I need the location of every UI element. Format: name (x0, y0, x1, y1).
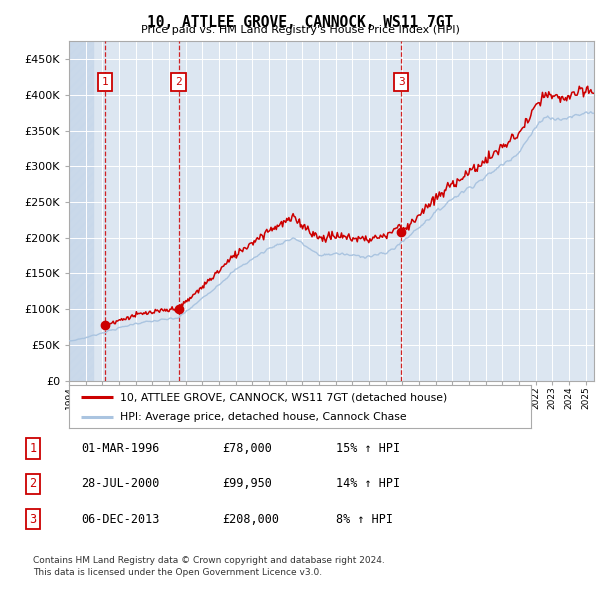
Text: 10, ATTLEE GROVE, CANNOCK, WS11 7GT (detached house): 10, ATTLEE GROVE, CANNOCK, WS11 7GT (det… (120, 392, 447, 402)
Text: 15% ↑ HPI: 15% ↑ HPI (336, 442, 400, 455)
Text: HPI: Average price, detached house, Cannock Chase: HPI: Average price, detached house, Cann… (120, 412, 406, 422)
Text: Price paid vs. HM Land Registry's House Price Index (HPI): Price paid vs. HM Land Registry's House … (140, 25, 460, 35)
Text: 06-DEC-2013: 06-DEC-2013 (81, 513, 160, 526)
Text: 1: 1 (29, 442, 37, 455)
Text: 3: 3 (29, 513, 37, 526)
Text: 2: 2 (175, 77, 182, 87)
Text: £78,000: £78,000 (222, 442, 272, 455)
Text: Contains HM Land Registry data © Crown copyright and database right 2024.
This d: Contains HM Land Registry data © Crown c… (33, 556, 385, 577)
Text: 28-JUL-2000: 28-JUL-2000 (81, 477, 160, 490)
Text: 8% ↑ HPI: 8% ↑ HPI (336, 513, 393, 526)
Text: 10, ATTLEE GROVE, CANNOCK, WS11 7GT: 10, ATTLEE GROVE, CANNOCK, WS11 7GT (147, 15, 453, 30)
Text: 01-MAR-1996: 01-MAR-1996 (81, 442, 160, 455)
Text: 3: 3 (398, 77, 404, 87)
Text: 2: 2 (29, 477, 37, 490)
Text: 1: 1 (102, 77, 109, 87)
Bar (69, 41, 94, 381)
Text: £208,000: £208,000 (222, 513, 279, 526)
Text: 14% ↑ HPI: 14% ↑ HPI (336, 477, 400, 490)
Text: £99,950: £99,950 (222, 477, 272, 490)
